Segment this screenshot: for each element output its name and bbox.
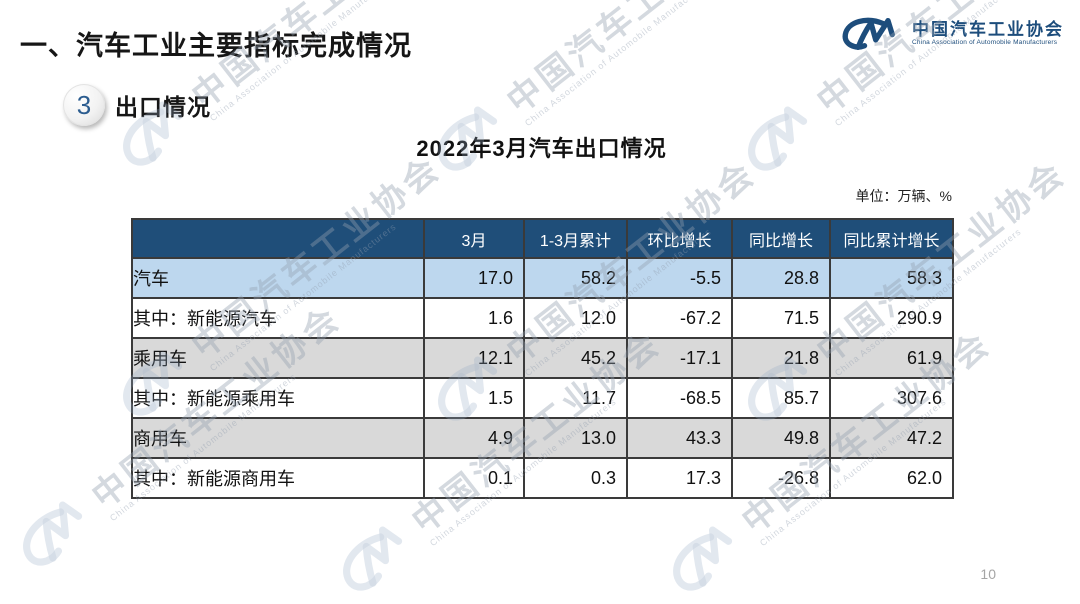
cell-value: 85.7 [731,377,831,419]
cell-value: 58.3 [829,257,954,299]
table-row: 其中：新能源乘用车 1.5 11.7 -68.5 85.7 307.6 [131,377,954,419]
column-header [131,218,425,259]
cell-value: 45.2 [523,337,628,379]
cell-value: 0.1 [423,457,525,499]
row-label: 其中：新能源汽车 [131,297,425,339]
cell-value: 58.2 [523,257,628,299]
cell-value: 61.9 [829,337,954,379]
cell-value: 17.3 [626,457,733,499]
cell-value: 290.9 [829,297,954,339]
logo-name-en: China Association of Automobile Manufact… [912,39,1058,47]
cell-value: 28.8 [731,257,831,299]
cell-value: 1.6 [423,297,525,339]
table-row: 其中：新能源汽车 1.6 12.0 -67.2 71.5 290.9 [131,297,954,339]
export-table: 3月 1-3月累计 环比增长 同比增长 同比累计增长 汽车 17.0 58.2 -5.5 28.… [131,218,954,499]
cell-value: 11.7 [523,377,628,419]
row-label: 其中：新能源乘用车 [131,377,425,419]
section-header: 3 出口情况 [63,84,211,126]
table-body: 汽车 17.0 58.2 -5.5 28.8 58.3 其中：新能源汽车 1.6 12.0 -67… [131,257,954,499]
table-header: 3月 1-3月累计 环比增长 同比增长 同比累计增长 [131,218,954,259]
cell-value: -67.2 [626,297,733,339]
watermark-text-en: China Association of Automobile Manufact… [522,0,714,129]
table-row: 汽车 17.0 58.2 -5.5 28.8 58.3 [131,257,954,299]
row-label: 商用车 [131,417,425,459]
cell-value: -68.5 [626,377,733,419]
cell-value: 17.0 [423,257,525,299]
cm-watermark-icon [343,526,403,591]
cell-value: -17.1 [626,337,733,379]
cell-value: -26.8 [731,457,831,499]
table-header-row: 3月 1-3月累计 环比增长 同比增长 同比累计增长 [131,218,954,259]
page-title: 一、汽车工业主要指标完成情况 [20,31,412,61]
table-row: 乘用车 12.1 45.2 -17.1 21.8 61.9 [131,337,954,379]
column-header: 环比增长 [626,218,733,259]
logo-name-zh: 中国汽车工业协会 [912,19,1064,39]
row-label: 其中：新能源商用车 [131,457,425,499]
table-title: 2022年3月汽车出口情况 [416,136,667,161]
cell-value: 0.3 [523,457,628,499]
cm-watermark-icon [673,526,733,591]
cell-value: 12.1 [423,337,525,379]
cell-value: 12.0 [523,297,628,339]
cell-value: 62.0 [829,457,954,499]
cm-watermark-icon [23,501,83,566]
cell-value: 47.2 [829,417,954,459]
cell-value: 13.0 [523,417,628,459]
column-header: 3月 [423,218,525,259]
row-label: 汽车 [131,257,425,299]
column-header: 同比累计增长 [829,218,954,259]
watermark-text: 中国汽车工业协会 China Association of Automobile … [500,0,768,129]
cell-value: 21.8 [731,337,831,379]
table-row: 商用车 4.9 13.0 43.3 49.8 47.2 [131,417,954,459]
column-header: 同比增长 [731,218,831,259]
column-header: 1-3月累计 [523,218,628,259]
caam-logo: 中国汽车工业协会 China Association of Automobile… [840,12,1064,56]
section-label: 出口情况 [115,94,211,120]
table-row: 其中：新能源商用车 0.1 0.3 17.3 -26.8 62.0 [131,457,954,499]
watermark-text-zh: 中国汽车工业协会 [500,0,764,122]
unit-label: 单位：万辆、% [855,188,952,204]
cell-value: 307.6 [829,377,954,419]
section-number-badge: 3 [63,84,105,126]
cell-value: -5.5 [626,257,733,299]
cell-value: 4.9 [423,417,525,459]
row-label: 乘用车 [131,337,425,379]
cell-value: 1.5 [423,377,525,419]
cell-value: 49.8 [731,417,831,459]
logo-text: 中国汽车工业协会 China Association of Automobile… [912,19,1064,47]
page-number: 10 [980,566,996,582]
cell-value: 71.5 [731,297,831,339]
cell-value: 43.3 [626,417,733,459]
cm-logo-icon [842,17,895,50]
